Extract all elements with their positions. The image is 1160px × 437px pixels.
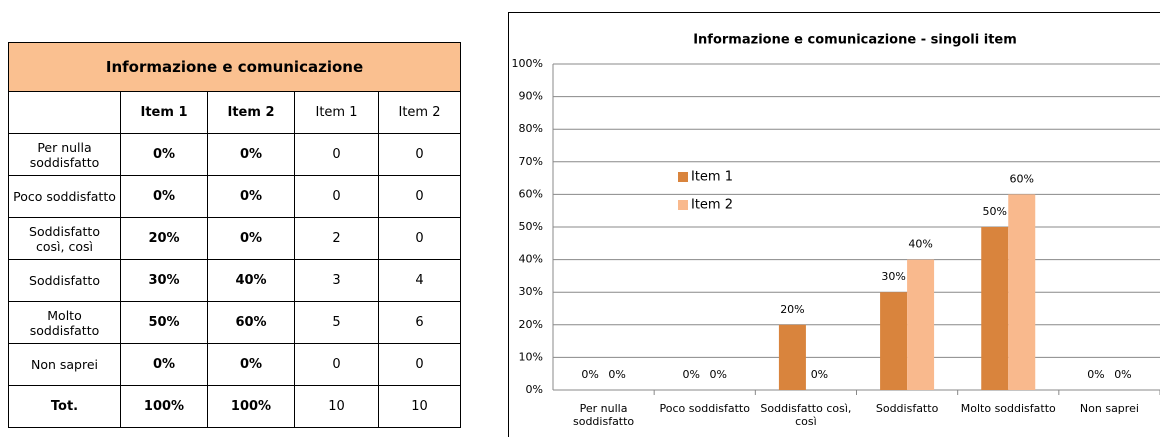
bar xyxy=(880,292,908,390)
data-label: 0% xyxy=(811,368,828,381)
x-tick-label: Soddisfatto così, così xyxy=(760,402,852,428)
table-row: Poco soddisfatto 0% 0% 0 0 xyxy=(8,175,461,218)
bar xyxy=(907,259,935,390)
header-cell xyxy=(8,91,121,134)
table-cell: 10 xyxy=(294,385,379,428)
table-cell: 5 xyxy=(294,301,379,344)
data-label: 0% xyxy=(710,368,727,381)
data-label: 20% xyxy=(780,303,804,316)
y-tick-label: 90% xyxy=(519,90,543,103)
y-tick-label: 80% xyxy=(519,122,543,135)
data-label: 0% xyxy=(581,368,598,381)
legend-label: Item 1 xyxy=(691,170,733,185)
table-cell: 0 xyxy=(378,133,461,176)
row-label: Tot. xyxy=(8,385,121,428)
chart-frame xyxy=(508,12,1160,437)
row-label: Non saprei xyxy=(8,343,121,386)
data-label: 0% xyxy=(1114,368,1131,381)
table-row: Soddisfatto 30% 40% 3 4 xyxy=(8,259,461,302)
legend-label: Item 2 xyxy=(691,198,733,213)
bar xyxy=(778,324,806,390)
header-row: Item 1 Item 2 Item 1 Item 2 xyxy=(8,91,461,134)
x-tick-label: Poco soddisfatto xyxy=(659,402,750,415)
title-row: Informazione e comunicazione xyxy=(8,42,461,92)
x-tick-label: Per nulla soddisfatto xyxy=(572,402,635,428)
data-label: 30% xyxy=(881,270,905,283)
table-cell: 0% xyxy=(120,175,208,218)
y-tick-label: 10% xyxy=(519,350,543,363)
table-cell: 3 xyxy=(294,259,379,302)
y-tick-label: 100% xyxy=(512,57,543,70)
bar xyxy=(1008,194,1036,390)
y-tick-label: 60% xyxy=(519,187,543,200)
row-label: Molto soddisfatto xyxy=(8,301,121,344)
table-cell: 20% xyxy=(120,217,208,260)
table-cell: 100% xyxy=(207,385,295,428)
table-cell: 10 xyxy=(378,385,461,428)
y-tick-label: 0% xyxy=(526,383,543,396)
legend-swatch xyxy=(678,200,688,210)
y-tick-label: 30% xyxy=(519,285,543,298)
x-tick-label: Non saprei xyxy=(1079,402,1139,415)
data-table: Informazione e comunicazione Item 1 Item 2… xyxy=(8,42,461,428)
y-tick-label: 70% xyxy=(519,155,543,168)
table-row: Soddisfatto così, così 20% 0% 2 0 xyxy=(8,217,461,260)
table-cell: 0 xyxy=(294,175,379,218)
x-tick-label: Soddisfatto xyxy=(875,402,939,415)
table-cell: 0 xyxy=(378,175,461,218)
table-cell: 0 xyxy=(294,133,379,176)
table-cell: 2 xyxy=(294,217,379,260)
legend-swatch xyxy=(678,172,688,182)
table-cell: 100% xyxy=(120,385,208,428)
data-label: 50% xyxy=(983,205,1007,218)
table-row: Molto soddisfatto 50% 60% 5 6 xyxy=(8,301,461,344)
row-label: Soddisfatto così, così xyxy=(8,217,121,260)
data-label: 0% xyxy=(1087,368,1104,381)
data-label: 60% xyxy=(1010,172,1034,185)
data-label: 40% xyxy=(908,238,932,251)
data-label: 0% xyxy=(683,368,700,381)
table-cell: 40% xyxy=(207,259,295,302)
table-row: Non saprei 0% 0% 0 0 xyxy=(8,343,461,386)
table-title: Informazione e comunicazione xyxy=(8,42,461,92)
chart-title: Informazione e comunicazione - singoli i… xyxy=(693,33,1017,48)
data-label: 0% xyxy=(608,368,625,381)
y-tick-label: 40% xyxy=(519,253,543,266)
y-tick-label: 50% xyxy=(519,220,543,233)
table-cell: 0% xyxy=(207,343,295,386)
x-tick-label: Molto soddisfatto xyxy=(960,402,1056,415)
table-cell: 0% xyxy=(207,133,295,176)
row-label: Poco soddisfatto xyxy=(8,175,121,218)
table-row: Tot. 100% 100% 10 10 xyxy=(8,385,461,428)
table-row: Per nulla soddisfatto 0% 0% 0 0 xyxy=(8,133,461,176)
bar xyxy=(981,227,1009,390)
table-cell: 0% xyxy=(207,175,295,218)
header-cell: Item 2 xyxy=(378,91,461,134)
table-cell: 0 xyxy=(378,217,461,260)
y-tick-label: 20% xyxy=(519,318,543,331)
